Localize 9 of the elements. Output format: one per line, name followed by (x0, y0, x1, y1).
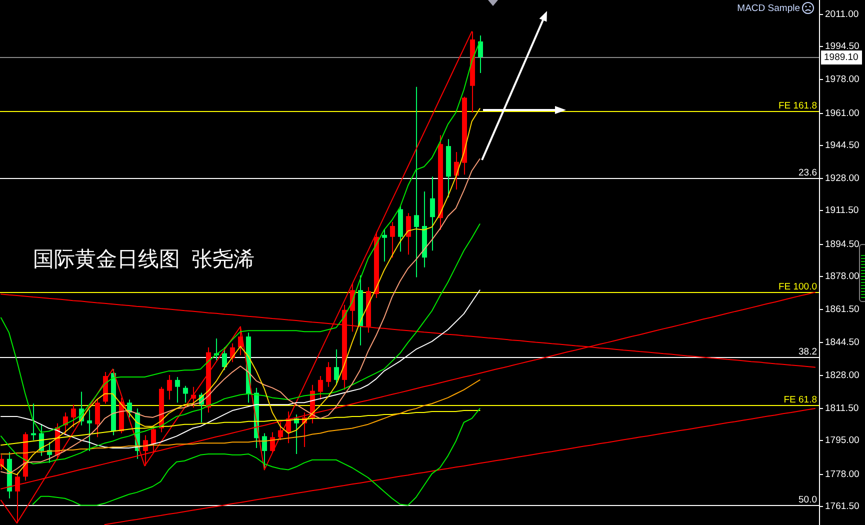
annotation: 38.2 (798, 346, 817, 358)
annotation: FE 100.0 (778, 282, 817, 292)
annotation: 50.0 (798, 494, 817, 506)
annotation: 23.6 (798, 168, 817, 178)
annotation: MACD Sample (737, 3, 800, 14)
annotation: FE 161.8 (778, 100, 817, 112)
ref-line-label: 1989.10 (824, 52, 858, 63)
title: 国际黄金日线图 张尧浠 (33, 248, 255, 271)
annotation: FE 61.8 (784, 394, 817, 406)
